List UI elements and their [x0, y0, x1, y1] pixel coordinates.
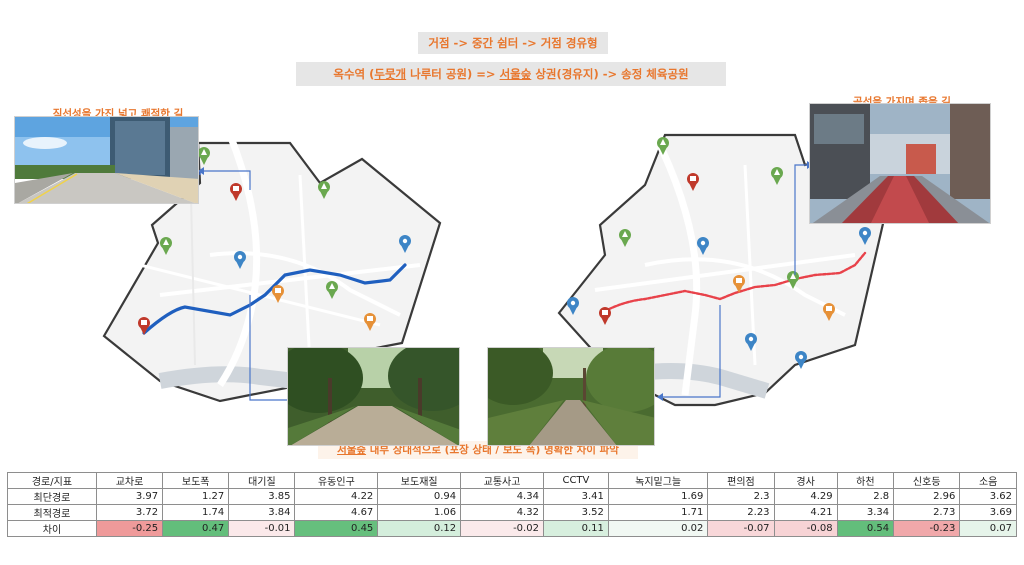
title-part: 상권(경유지) -> 송정 체육공원 — [531, 67, 689, 81]
table-cell: -0.08 — [773, 520, 838, 537]
water-pin — [234, 251, 246, 269]
table-cell: 3.34 — [836, 504, 895, 521]
optimal-route-map — [557, 133, 887, 407]
column-header: CCTV — [542, 472, 609, 489]
column-header-route-metric: 경로/지표 — [7, 472, 97, 489]
table-cell: 0.54 — [836, 520, 895, 537]
narrow-road-photo — [809, 103, 991, 224]
table-cell: 0.47 — [162, 520, 230, 537]
water-pin — [697, 237, 709, 255]
bus-stop-pin — [599, 307, 611, 325]
table-cell: 0.45 — [294, 520, 379, 537]
park-pin — [787, 271, 799, 289]
table-cell: 1.69 — [607, 488, 709, 505]
table-cell: 2.3 — [707, 488, 775, 505]
column-header: 교통사고 — [460, 472, 544, 489]
table-cell: 4.29 — [773, 488, 838, 505]
seoul-forest-paved-path-photo — [287, 347, 460, 446]
park-pin — [160, 237, 172, 255]
column-header: 교차로 — [95, 472, 164, 489]
park-pin — [619, 229, 631, 247]
convenience-store-pin — [364, 313, 376, 331]
title-part: 나루터 공원) => — [406, 67, 500, 81]
park-pin — [318, 181, 330, 199]
table-header-row: 경로/지표 교차로 보도폭 대기질 유동인구 보도재질 교통사고 CCTV 녹지밑그늘 편의점 경사… — [7, 472, 1017, 489]
table-cell: 1.06 — [377, 504, 462, 521]
row-label: 최적경로 — [7, 504, 97, 521]
column-header: 하천 — [836, 472, 895, 489]
park-pin — [198, 147, 210, 165]
bus-stop-pin — [687, 173, 699, 191]
table-cell: 1.74 — [162, 504, 230, 521]
table-cell: 3.72 — [95, 504, 164, 521]
column-header: 보도재질 — [377, 472, 462, 489]
bus-stop-pin — [138, 317, 150, 335]
table-cell: 2.73 — [893, 504, 961, 521]
caption-part: 내부 상대적으로 (포장 상태 / 보도 폭) 명확한 차이 파악 — [366, 444, 619, 456]
table-cell: 4.22 — [294, 488, 379, 505]
route-type-title: 거점 -> 중간 쉼터 -> 거점 경유형 — [418, 32, 608, 54]
column-header: 녹지밑그늘 — [607, 472, 709, 489]
table-cell: 3.84 — [228, 504, 296, 521]
park-pin — [771, 167, 783, 185]
table-cell: 4.21 — [773, 504, 838, 521]
title-part-underlined: 두뭇개 — [374, 67, 407, 81]
title-part: 옥수역 ( — [333, 67, 375, 81]
column-header: 대기질 — [228, 472, 296, 489]
table-cell: 3.52 — [542, 504, 609, 521]
table-cell: -0.23 — [893, 520, 961, 537]
row-label: 차이 — [7, 520, 97, 537]
route-description-title: 옥수역 (두뭇개 나루터 공원) => 서울숲 상권(경유지) -> 송정 체육… — [296, 62, 726, 86]
table-cell: 0.12 — [377, 520, 462, 537]
convenience-store-pin — [733, 275, 745, 293]
table-cell: 0.02 — [607, 520, 709, 537]
table-cell: 2.96 — [893, 488, 961, 505]
table-cell: 2.23 — [707, 504, 775, 521]
convenience-store-pin — [272, 285, 284, 303]
column-header: 편의점 — [707, 472, 775, 489]
table-cell: 2.8 — [836, 488, 895, 505]
convenience-store-pin — [823, 303, 835, 321]
table-cell: 4.32 — [460, 504, 544, 521]
table-cell: 0.11 — [542, 520, 609, 537]
column-header: 신호등 — [893, 472, 961, 489]
water-pin — [745, 333, 757, 351]
table-cell: 0.07 — [959, 520, 1017, 537]
table-cell: -0.25 — [95, 520, 164, 537]
table-cell: 3.41 — [542, 488, 609, 505]
caption-part-underlined: 서울숲 — [337, 444, 367, 456]
park-pin — [326, 281, 338, 299]
route-comparison-table: 경로/지표 교차로 보도폭 대기질 유동인구 보도재질 교통사고 CCTV 녹지밑그늘 편의점 경사… — [7, 472, 1017, 537]
column-header: 경사 — [773, 472, 838, 489]
table-cell: 1.71 — [607, 504, 709, 521]
table-cell: 0.94 — [377, 488, 462, 505]
title-part-underlined: 서울숲 — [499, 67, 532, 81]
column-header: 보도폭 — [162, 472, 230, 489]
row-label: 최단경로 — [7, 488, 97, 505]
wide-road-photo — [14, 116, 199, 204]
seoul-forest-dirt-path-photo — [487, 347, 655, 446]
table-cell: -0.02 — [460, 520, 544, 537]
water-pin — [567, 297, 579, 315]
table-cell: -0.07 — [707, 520, 775, 537]
table-cell: 3.97 — [95, 488, 164, 505]
water-pin — [795, 351, 807, 369]
table-cell: 4.34 — [460, 488, 544, 505]
table-cell: -0.01 — [228, 520, 296, 537]
table-cell: 3.69 — [959, 504, 1017, 521]
table-cell: 3.62 — [959, 488, 1017, 505]
table-row: 최적경로 3.72 1.74 3.84 4.67 1.06 4.32 3.52 1.71 2.23… — [7, 504, 1017, 521]
table-row: 차이 -0.25 0.47 -0.01 0.45 0.12 -0.02 0.11 0.02 -0.… — [7, 520, 1017, 537]
table-cell: 4.67 — [294, 504, 379, 521]
bus-stop-pin — [230, 183, 242, 201]
table-cell: 1.27 — [162, 488, 230, 505]
column-header: 소음 — [959, 472, 1017, 489]
table-cell: 3.85 — [228, 488, 296, 505]
park-pin — [657, 137, 669, 155]
table-row: 최단경로 3.97 1.27 3.85 4.22 0.94 4.34 3.41 1.69 2.3 4… — [7, 488, 1017, 505]
water-pin — [859, 227, 871, 245]
water-pin — [399, 235, 411, 253]
column-header: 유동인구 — [294, 472, 379, 489]
shortest-route-map — [102, 133, 442, 404]
